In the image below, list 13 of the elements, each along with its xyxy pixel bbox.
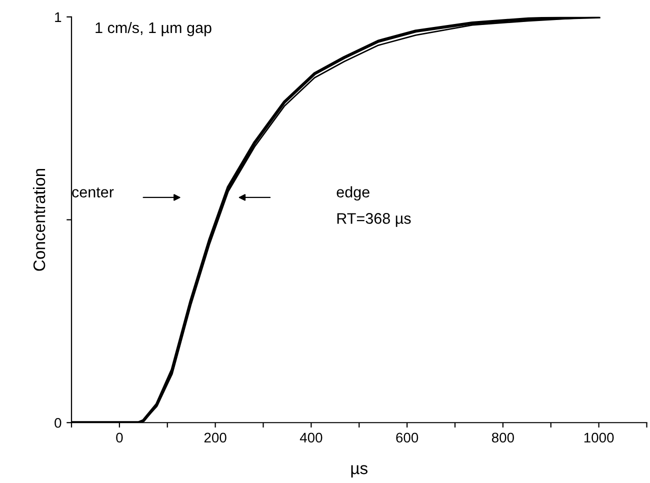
y-tick-label: 1 [55,12,62,22]
y-axis-title: Concentration [32,168,46,271]
x-tick-label: 200 [204,432,226,443]
x-tick-label: 800 [492,432,514,443]
x-tick-label: 400 [300,432,322,443]
x-tick-label: 600 [396,432,418,443]
annotation: 1 cm/s, 1 µm gap [96,22,212,36]
x-tick-label: 0 [116,432,123,443]
x-axis-title: µs [351,465,368,478]
annotation: RT=368 µs [337,213,411,227]
x-tick-label: 1000 [584,432,614,443]
annotation: center [72,187,114,198]
annotation: edge [336,186,370,201]
